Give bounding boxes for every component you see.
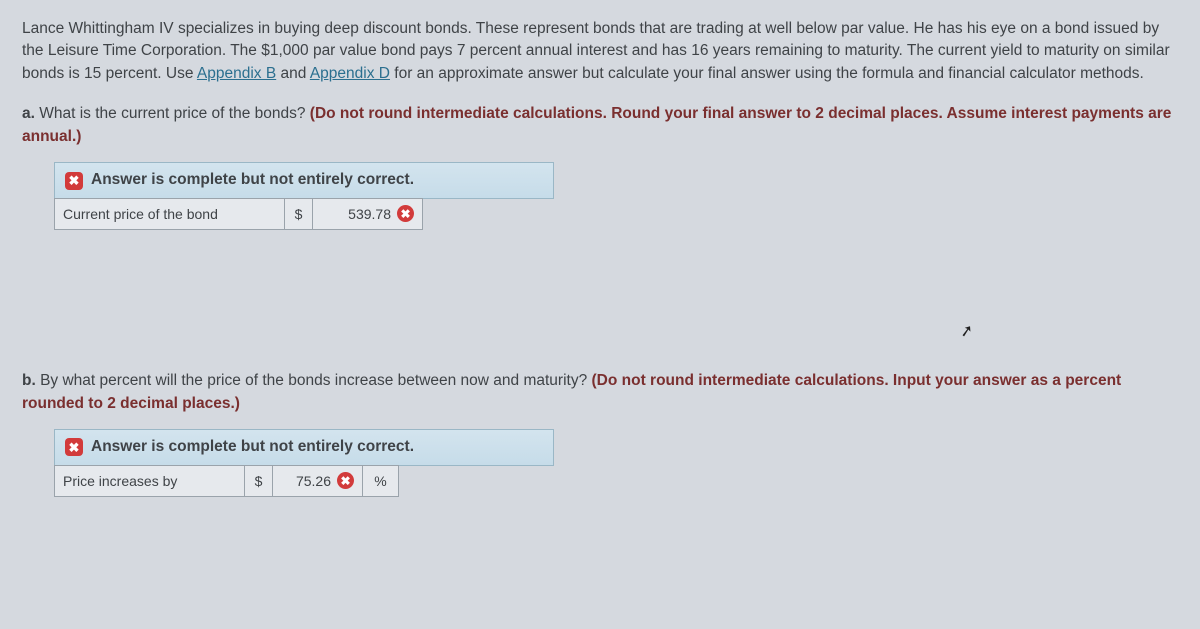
value-cell-a[interactable]: 539.78 ✖ [313,198,423,229]
incorrect-icon: ✖ [397,205,414,222]
value-a: 539.78 [348,204,391,224]
feedback-bar-a: ✖ Answer is complete but not entirely co… [54,162,554,198]
unit-cell-b: % [363,465,399,496]
appendix-d-link[interactable]: Appendix D [310,65,390,82]
table-row: Current price of the bond $ 539.78 ✖ [55,198,423,229]
problem-intro: Lance Whittingham IV specializes in buyi… [22,18,1178,85]
currency-cell-b: $ [245,465,273,496]
row-label-a: Current price of the bond [55,198,285,229]
appendix-b-link[interactable]: Appendix B [197,65,276,82]
intro-after: for an approximate answer but calculate … [394,65,1144,82]
incorrect-icon: ✖ [65,438,83,456]
answer-table-b: Price increases by $ 75.26 ✖ % [54,465,399,497]
part-b-answer-block: ✖ Answer is complete but not entirely co… [54,429,1178,497]
part-b-label: b. [22,372,36,389]
part-b: b. By what percent will the price of the… [22,370,1178,415]
incorrect-icon: ✖ [337,472,354,489]
value-b: 75.26 [296,471,331,491]
part-a: a. What is the current price of the bond… [22,103,1178,148]
intro-mid: and [281,65,310,82]
answer-table-a: Current price of the bond $ 539.78 ✖ [54,198,423,230]
part-a-label: a. [22,105,35,122]
row-label-b: Price increases by [55,465,245,496]
cursor-icon: ➚ [958,319,975,344]
value-cell-b[interactable]: 75.26 ✖ [273,465,363,496]
currency-cell-a: $ [285,198,313,229]
table-row: Price increases by $ 75.26 ✖ % [55,465,399,496]
feedback-text-b: Answer is complete but not entirely corr… [91,436,414,458]
part-a-question: What is the current price of the bonds? [39,105,310,122]
feedback-bar-b: ✖ Answer is complete but not entirely co… [54,429,554,465]
part-a-answer-block: ✖ Answer is complete but not entirely co… [54,162,1178,230]
part-b-question: By what percent will the price of the bo… [40,372,591,389]
incorrect-icon: ✖ [65,172,83,190]
feedback-text-a: Answer is complete but not entirely corr… [91,169,414,191]
